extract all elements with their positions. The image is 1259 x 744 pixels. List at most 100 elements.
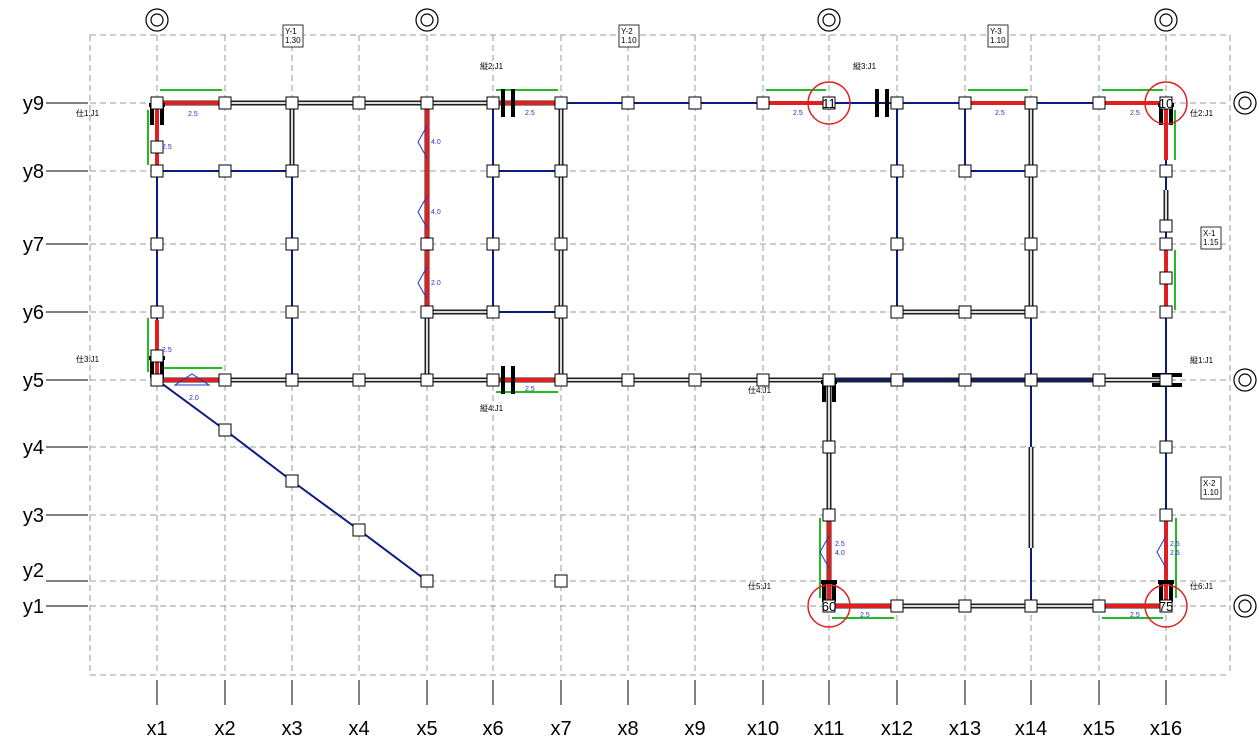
node xyxy=(958,599,972,613)
member xyxy=(291,480,360,531)
node xyxy=(486,305,500,319)
node xyxy=(1159,219,1173,233)
node xyxy=(1159,508,1173,522)
joint-label: 仕5:J1 xyxy=(748,581,772,591)
node xyxy=(285,474,299,488)
x-axis-label: x11 xyxy=(814,718,845,740)
node xyxy=(285,373,299,387)
axis-marker xyxy=(1159,13,1173,27)
x-axis-label: x8 xyxy=(617,718,638,740)
node xyxy=(352,523,366,537)
span-label-value: 1.10 xyxy=(990,36,1006,45)
node xyxy=(420,305,434,319)
y-axis-label: y6 xyxy=(23,302,44,324)
dimension-label: 4.0 xyxy=(835,550,845,557)
dimension-label: 2.5 xyxy=(1130,110,1140,117)
node-number: 60 xyxy=(822,599,836,614)
axis-marker xyxy=(1233,91,1257,115)
axis-marker xyxy=(1238,599,1252,613)
node xyxy=(822,96,836,110)
axis-marker xyxy=(817,8,841,32)
span-label-name: X-1 xyxy=(1203,229,1216,238)
span-label-value: 1.30 xyxy=(285,36,301,45)
dimension-label: 2.5 xyxy=(835,541,845,548)
node xyxy=(890,237,904,251)
span-label-value: 1.10 xyxy=(621,36,637,45)
node xyxy=(420,373,434,387)
x-axis-label: x3 xyxy=(281,718,302,740)
y-axis-label: y5 xyxy=(23,370,44,392)
node xyxy=(285,164,299,178)
axis-marker xyxy=(145,8,169,32)
node xyxy=(1092,96,1106,110)
node xyxy=(958,305,972,319)
node xyxy=(958,96,972,110)
node xyxy=(1159,599,1173,613)
joint-label: 仕4:J1 xyxy=(748,385,772,395)
axis-marker xyxy=(150,13,164,27)
joint xyxy=(501,366,515,394)
joint xyxy=(501,89,515,117)
dimension-label: 2.5 xyxy=(188,111,198,118)
node xyxy=(150,349,164,363)
node xyxy=(822,508,836,522)
axis-marker xyxy=(1233,368,1257,392)
node xyxy=(352,96,366,110)
dimension-label: 2.5 xyxy=(1170,541,1180,548)
member xyxy=(156,379,226,431)
member xyxy=(224,429,293,482)
y-axis-label: y8 xyxy=(23,161,44,183)
node xyxy=(1159,96,1173,110)
node xyxy=(890,305,904,319)
node xyxy=(285,305,299,319)
dimension-label: 2.5 xyxy=(1130,612,1140,619)
load-marker xyxy=(417,125,428,159)
node xyxy=(150,140,164,154)
node-number: 75 xyxy=(1159,599,1173,614)
dimension-label: 2.0 xyxy=(431,280,441,287)
node xyxy=(554,373,568,387)
span-label-name: X-2 xyxy=(1203,479,1216,488)
node xyxy=(352,373,366,387)
x-axis-label: x12 xyxy=(881,718,913,740)
node xyxy=(688,373,702,387)
x-axis-label: x10 xyxy=(747,718,779,740)
node xyxy=(285,237,299,251)
joint-label: 縦3:J1 xyxy=(853,61,877,71)
node xyxy=(1159,440,1173,454)
joint xyxy=(875,89,889,117)
x-axis-label: x2 xyxy=(214,718,235,740)
node xyxy=(822,440,836,454)
node xyxy=(958,373,972,387)
span-label-box xyxy=(987,24,1009,48)
node xyxy=(218,423,232,437)
x-axis-label: x15 xyxy=(1083,718,1115,740)
node xyxy=(554,96,568,110)
x-axis-label: x5 xyxy=(416,718,437,740)
node xyxy=(1092,373,1106,387)
axis-marker xyxy=(420,13,434,27)
node xyxy=(756,373,770,387)
axis-marker xyxy=(1238,96,1252,110)
node-number: 10 xyxy=(1159,96,1173,111)
node xyxy=(486,96,500,110)
dimension-label: 4.0 xyxy=(431,209,441,216)
node xyxy=(218,373,232,387)
dimension-label: 2.5 xyxy=(793,110,803,117)
joint-label: 縦2:J1 xyxy=(480,61,504,71)
span-label-name: Y-2 xyxy=(621,27,633,36)
node xyxy=(1159,237,1173,251)
y-axis-label: y3 xyxy=(23,505,44,527)
span-label-box xyxy=(1200,476,1222,500)
joint-label: 縦1:J1 xyxy=(1190,355,1214,365)
node xyxy=(218,164,232,178)
axis-marker xyxy=(1233,594,1257,618)
x-axis-label: x4 xyxy=(348,718,369,740)
node-highlight xyxy=(807,584,851,628)
node xyxy=(1159,271,1173,285)
node xyxy=(1024,164,1038,178)
node-highlight xyxy=(807,81,851,125)
dimension-label: 2.5 xyxy=(525,386,535,393)
span-label-name: Y-1 xyxy=(285,27,297,36)
